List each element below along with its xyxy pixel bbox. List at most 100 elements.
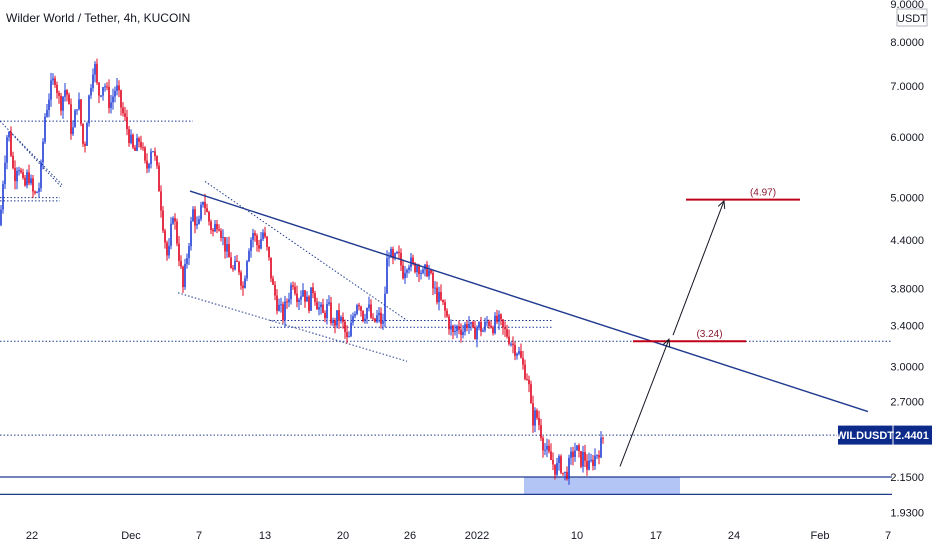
- candle-body: [190, 221, 192, 247]
- time-tick: 13: [259, 530, 271, 542]
- candle-body: [214, 223, 216, 232]
- channel-line-0: [204, 181, 408, 321]
- drawing-annotations: (3.24) (4.97): [189, 188, 869, 467]
- price-axis[interactable]: 9.0000 8.0000 7.0000 6.0000 5.0000 4.4000 3.80…: [890, 0, 924, 520]
- price-tick: 2.1500: [890, 472, 924, 484]
- candle-body: [390, 248, 392, 258]
- target-label-1: (4.97): [750, 188, 776, 199]
- candle: [538, 410, 540, 431]
- candle-body: [312, 287, 314, 294]
- candle-body: [186, 258, 188, 264]
- time-axis[interactable]: 22 Dec 7 13 20 26 2022 10 17 24 Feb 7: [26, 530, 891, 542]
- candle: [354, 311, 356, 319]
- candle: [242, 281, 244, 296]
- candle-body: [332, 320, 334, 323]
- candle-body: [504, 327, 506, 330]
- candle: [64, 82, 66, 102]
- candle-body: [330, 302, 332, 323]
- candle: [398, 245, 400, 260]
- candle-body: [522, 357, 524, 365]
- candle: [34, 190, 36, 195]
- candle-body: [192, 209, 194, 222]
- projection-arrow-1: [672, 200, 725, 336]
- candle: [144, 146, 146, 164]
- candle-body: [92, 74, 94, 89]
- candle: [582, 445, 584, 473]
- candle: [76, 109, 78, 115]
- candle: [578, 443, 580, 458]
- candle-body: [344, 321, 346, 333]
- candle: [498, 310, 500, 331]
- candle: [216, 219, 218, 234]
- candle-body: [66, 90, 68, 95]
- candle: [542, 435, 544, 458]
- candle-body: [50, 80, 52, 100]
- candle: [26, 169, 28, 189]
- candle-body: [404, 272, 406, 279]
- candle: [78, 92, 80, 111]
- candle: [394, 252, 396, 261]
- candle-body: [492, 327, 494, 334]
- candle-body: [210, 221, 212, 230]
- price-tick: 3.0000: [890, 362, 924, 374]
- candle-body: [550, 451, 552, 460]
- candle-body: [24, 177, 26, 186]
- candle: [388, 252, 390, 267]
- candle: [154, 147, 156, 161]
- candle-body: [528, 379, 530, 385]
- candle-body: [4, 162, 6, 185]
- projection-arrow-0: [619, 339, 670, 467]
- candle: [408, 264, 410, 274]
- candle: [594, 448, 596, 470]
- candle-body: [486, 321, 488, 323]
- candle: [238, 260, 240, 276]
- candle-body: [502, 319, 504, 328]
- candle-body: [356, 305, 358, 315]
- candle: [496, 309, 498, 325]
- candle: [104, 83, 106, 92]
- candle: [472, 320, 474, 329]
- candle: [530, 380, 532, 404]
- candle-body: [272, 278, 274, 285]
- candle-body: [228, 244, 230, 258]
- candle: [0, 204, 2, 227]
- candle-body: [358, 305, 360, 307]
- candle-body: [148, 164, 150, 169]
- candle-body: [420, 273, 422, 275]
- candle-body: [584, 452, 586, 461]
- candle-body: [484, 321, 486, 331]
- candle: [284, 295, 286, 328]
- candle: [486, 316, 488, 327]
- candle: [552, 452, 554, 470]
- price-tick: 6.0000: [890, 132, 924, 144]
- candle: [214, 219, 216, 233]
- candle: [128, 126, 130, 147]
- candle: [140, 135, 142, 150]
- candle: [566, 466, 568, 481]
- candle: [308, 295, 310, 314]
- candle-body: [178, 243, 180, 262]
- candle-body: [388, 257, 390, 259]
- candle: [576, 445, 578, 451]
- candle: [512, 336, 514, 354]
- candle-body: [70, 104, 72, 134]
- candle: [68, 92, 70, 105]
- candle: [282, 301, 284, 324]
- candle-body: [202, 201, 204, 205]
- candle: [522, 350, 524, 370]
- candle-body: [268, 246, 270, 258]
- candle-body: [398, 251, 400, 253]
- candle: [270, 257, 272, 283]
- candle-body: [422, 269, 424, 274]
- candle-body: [514, 345, 516, 356]
- candle-body: [128, 129, 130, 143]
- candle: [436, 281, 438, 305]
- time-tick: 22: [26, 530, 38, 542]
- candle: [460, 323, 462, 343]
- candle: [318, 301, 320, 316]
- candle: [186, 253, 188, 269]
- candle-body: [500, 314, 502, 320]
- candle: [374, 318, 376, 323]
- candle-body: [494, 315, 496, 334]
